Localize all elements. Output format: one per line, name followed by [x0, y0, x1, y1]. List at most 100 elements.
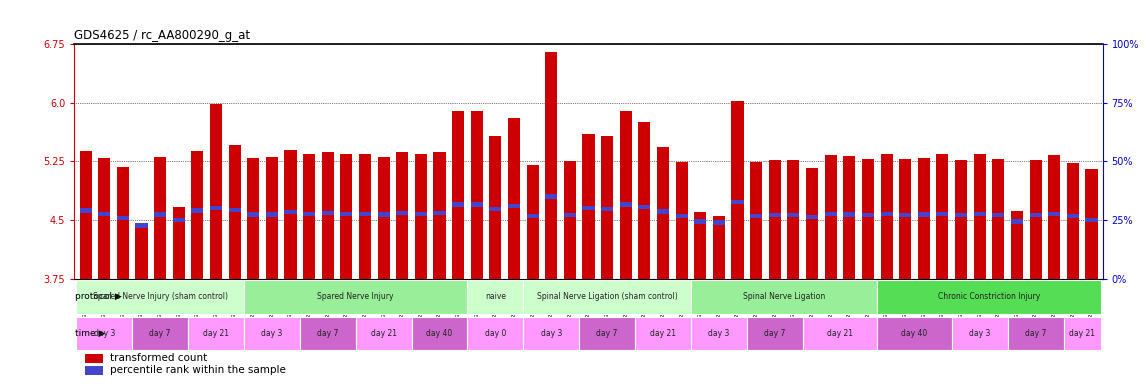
FancyBboxPatch shape: [803, 317, 877, 351]
FancyBboxPatch shape: [132, 317, 188, 351]
Text: day 21: day 21: [203, 329, 229, 338]
FancyBboxPatch shape: [579, 317, 635, 351]
Bar: [527, 214, 538, 218]
Bar: [303, 154, 315, 279]
Text: day 7: day 7: [597, 329, 618, 338]
Text: time ▶: time ▶: [74, 329, 105, 338]
Bar: [545, 194, 558, 199]
Bar: [545, 52, 558, 279]
Text: protocol ▶: protocol ▶: [74, 293, 121, 301]
Bar: [322, 152, 334, 279]
Bar: [657, 147, 669, 279]
Bar: [414, 154, 427, 279]
Bar: [843, 156, 855, 279]
Bar: [79, 209, 92, 213]
Text: day 21: day 21: [827, 329, 853, 338]
Bar: [1011, 219, 1022, 224]
FancyBboxPatch shape: [467, 317, 523, 351]
FancyBboxPatch shape: [690, 317, 747, 351]
Bar: [750, 214, 763, 218]
Bar: [955, 160, 968, 279]
Bar: [210, 104, 222, 279]
Bar: [1085, 169, 1098, 279]
FancyBboxPatch shape: [690, 280, 877, 314]
Bar: [247, 212, 259, 217]
Bar: [1085, 218, 1098, 222]
Bar: [937, 154, 948, 279]
Bar: [713, 216, 725, 279]
Bar: [993, 213, 1004, 217]
Bar: [117, 215, 129, 220]
Bar: [85, 354, 103, 363]
FancyBboxPatch shape: [244, 280, 467, 314]
Bar: [489, 207, 502, 211]
Text: day 21: day 21: [1069, 329, 1095, 338]
FancyBboxPatch shape: [635, 317, 690, 351]
Bar: [85, 366, 103, 375]
Bar: [694, 212, 706, 279]
Bar: [229, 145, 240, 279]
Text: day 21: day 21: [650, 329, 676, 338]
Bar: [694, 219, 706, 224]
Bar: [98, 158, 110, 279]
Text: Spinal Nerve Ligation: Spinal Nerve Ligation: [743, 293, 826, 301]
Text: day 7: day 7: [317, 329, 339, 338]
Text: day 40: day 40: [426, 329, 452, 338]
Bar: [713, 220, 725, 225]
Text: day 21: day 21: [371, 329, 396, 338]
Bar: [768, 213, 781, 217]
Text: day 3: day 3: [94, 329, 114, 338]
Bar: [303, 212, 315, 216]
FancyBboxPatch shape: [877, 317, 951, 351]
Bar: [358, 212, 371, 216]
Bar: [155, 212, 166, 217]
Bar: [563, 213, 576, 217]
Text: day 3: day 3: [709, 329, 729, 338]
Bar: [191, 209, 204, 213]
Bar: [973, 154, 986, 279]
FancyBboxPatch shape: [300, 317, 356, 351]
Bar: [266, 157, 278, 279]
Bar: [396, 211, 409, 215]
Bar: [266, 212, 278, 217]
Bar: [210, 206, 222, 210]
Bar: [563, 161, 576, 279]
Text: Spared Nerve Injury (sham control): Spared Nerve Injury (sham control): [93, 293, 228, 301]
FancyBboxPatch shape: [356, 317, 411, 351]
Bar: [601, 207, 614, 211]
Text: GDS4625 / rc_AA800290_g_at: GDS4625 / rc_AA800290_g_at: [74, 28, 251, 41]
FancyBboxPatch shape: [467, 280, 523, 314]
Bar: [155, 157, 166, 279]
Bar: [508, 118, 520, 279]
Bar: [657, 209, 669, 214]
Text: day 3: day 3: [261, 329, 283, 338]
Bar: [619, 111, 632, 279]
Bar: [358, 154, 371, 279]
Bar: [284, 210, 297, 214]
Bar: [489, 136, 502, 279]
Bar: [824, 212, 837, 216]
Bar: [843, 212, 855, 217]
Bar: [434, 211, 445, 215]
Text: Chronic Constriction Injury: Chronic Constriction Injury: [938, 293, 1040, 301]
Bar: [750, 162, 763, 279]
Text: day 7: day 7: [149, 329, 171, 338]
Bar: [1011, 211, 1022, 279]
Bar: [676, 162, 688, 279]
Bar: [527, 165, 538, 279]
Bar: [937, 212, 948, 216]
Bar: [639, 205, 650, 209]
Bar: [378, 212, 389, 217]
FancyBboxPatch shape: [747, 317, 803, 351]
FancyBboxPatch shape: [77, 280, 244, 314]
FancyBboxPatch shape: [77, 317, 132, 351]
Bar: [322, 211, 334, 215]
Bar: [79, 151, 92, 279]
Bar: [98, 212, 110, 216]
FancyBboxPatch shape: [523, 317, 579, 351]
Text: transformed count: transformed count: [110, 353, 207, 363]
Bar: [806, 215, 819, 219]
Bar: [1029, 213, 1042, 217]
Bar: [452, 111, 464, 279]
Bar: [881, 154, 893, 279]
